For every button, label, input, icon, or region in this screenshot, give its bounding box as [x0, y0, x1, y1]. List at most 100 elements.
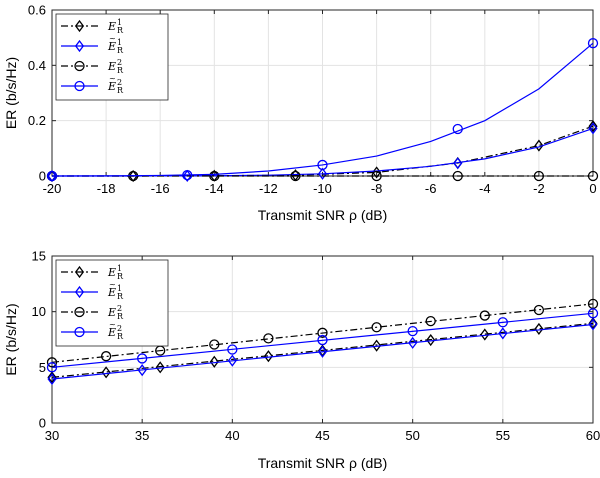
legend-label: E [107, 286, 116, 299]
data-point [46, 362, 58, 373]
data-point [453, 157, 463, 170]
legend-superscript: 1 [117, 38, 122, 47]
y-tick-label: 0 [39, 416, 46, 431]
x-tick-label: 60 [586, 428, 600, 443]
legend-superscript: 2 [117, 78, 122, 87]
y-axis-label: ER (b/s/Hz) [3, 57, 19, 129]
data-point [587, 308, 599, 319]
data-point [209, 170, 220, 182]
legend-marker [74, 265, 85, 279]
data-point [452, 170, 463, 182]
x-tick-label: -18 [97, 181, 116, 196]
x-tick-label: 45 [315, 428, 329, 443]
legend-subscript: R [117, 272, 124, 281]
data-point [498, 327, 508, 340]
data-point [588, 120, 598, 133]
data-point [137, 364, 147, 377]
legend-tilde: ~ [109, 34, 116, 43]
data-point [47, 371, 57, 384]
series-line [51, 42, 594, 177]
data-point [182, 170, 193, 181]
legend-label: E [107, 80, 116, 93]
legend-label: E [107, 60, 116, 73]
legend-subscript: R [117, 26, 124, 35]
data-point [588, 122, 598, 135]
data-point [317, 327, 328, 338]
data-point [534, 139, 544, 152]
data-point [587, 38, 599, 49]
data-point [101, 366, 111, 379]
data-point [263, 333, 274, 344]
x-tick-label: -20 [43, 181, 62, 196]
x-axis-label: Transmit SNR ρ (dB) [258, 455, 388, 471]
legend-subscript: R [117, 66, 124, 75]
data-point [497, 317, 508, 328]
data-point [534, 322, 544, 336]
data-point [533, 304, 545, 316]
legend-label: E [107, 20, 116, 33]
x-tick-label: -16 [151, 181, 170, 196]
legend-superscript: 1 [117, 264, 122, 273]
data-point [209, 355, 219, 368]
y-tick-label: 0.2 [28, 113, 46, 128]
series-line [51, 312, 594, 368]
data-point [209, 339, 220, 350]
legend-marker [74, 306, 85, 318]
legend-subscript: R [117, 312, 124, 321]
data-point [290, 170, 301, 182]
y-tick-label: 10 [32, 304, 46, 319]
legend-superscript: 2 [117, 304, 122, 313]
x-tick-label: 55 [496, 428, 510, 443]
legend-label: E [107, 266, 116, 279]
data-point [137, 353, 148, 364]
data-point [426, 333, 436, 347]
x-tick-label: 50 [405, 428, 419, 443]
legend-subscript: R [117, 46, 124, 55]
data-point [480, 328, 490, 341]
legend-superscript: 1 [117, 284, 122, 293]
legend: E 1R~E 1RE 2R~E 2R [55, 259, 169, 347]
legend-tilde: ~ [109, 280, 116, 289]
legend-subscript: R [117, 292, 124, 301]
data-point [408, 336, 418, 349]
data-point [533, 170, 545, 182]
data-point [317, 167, 328, 180]
data-point [479, 310, 490, 321]
x-tick-label: -8 [371, 181, 383, 196]
data-point [588, 317, 598, 330]
data-point [263, 350, 273, 363]
data-point [371, 322, 382, 333]
data-point [182, 169, 192, 182]
data-point [588, 318, 598, 331]
legend-superscript: 1 [117, 18, 122, 27]
data-point [317, 159, 328, 171]
series-line [51, 323, 594, 380]
data-point [407, 325, 418, 337]
data-point [452, 123, 463, 135]
legend-label: E [107, 306, 116, 319]
y-tick-label: 0 [39, 169, 46, 184]
y-axis-label: ER (b/s/Hz) [3, 303, 19, 375]
x-tick-label: -10 [313, 181, 332, 196]
legend-tilde: ~ [109, 320, 116, 329]
data-point [227, 354, 237, 367]
legend-marker [74, 326, 85, 338]
x-tick-label: -2 [533, 181, 545, 196]
x-tick-label: -14 [205, 181, 224, 196]
series-line [51, 322, 594, 378]
x-tick-label: 35 [135, 428, 149, 443]
top-plot: -20 -18 -16 -14 -12 -10 -8 -6 -4 -2 000.20.40.6Tra… [3, 3, 599, 223]
data-point [46, 170, 58, 182]
legend-superscript: 2 [117, 324, 122, 333]
legend-tilde: ~ [109, 74, 116, 83]
legend-label: E [107, 40, 116, 53]
y-tick-label: 5 [39, 360, 46, 375]
data-point [227, 344, 238, 355]
data-point [425, 315, 436, 327]
series-line [51, 303, 594, 363]
data-point [372, 339, 382, 352]
x-tick-label: -12 [259, 181, 278, 196]
x-tick-label: -4 [479, 181, 491, 196]
data-point [155, 361, 165, 374]
